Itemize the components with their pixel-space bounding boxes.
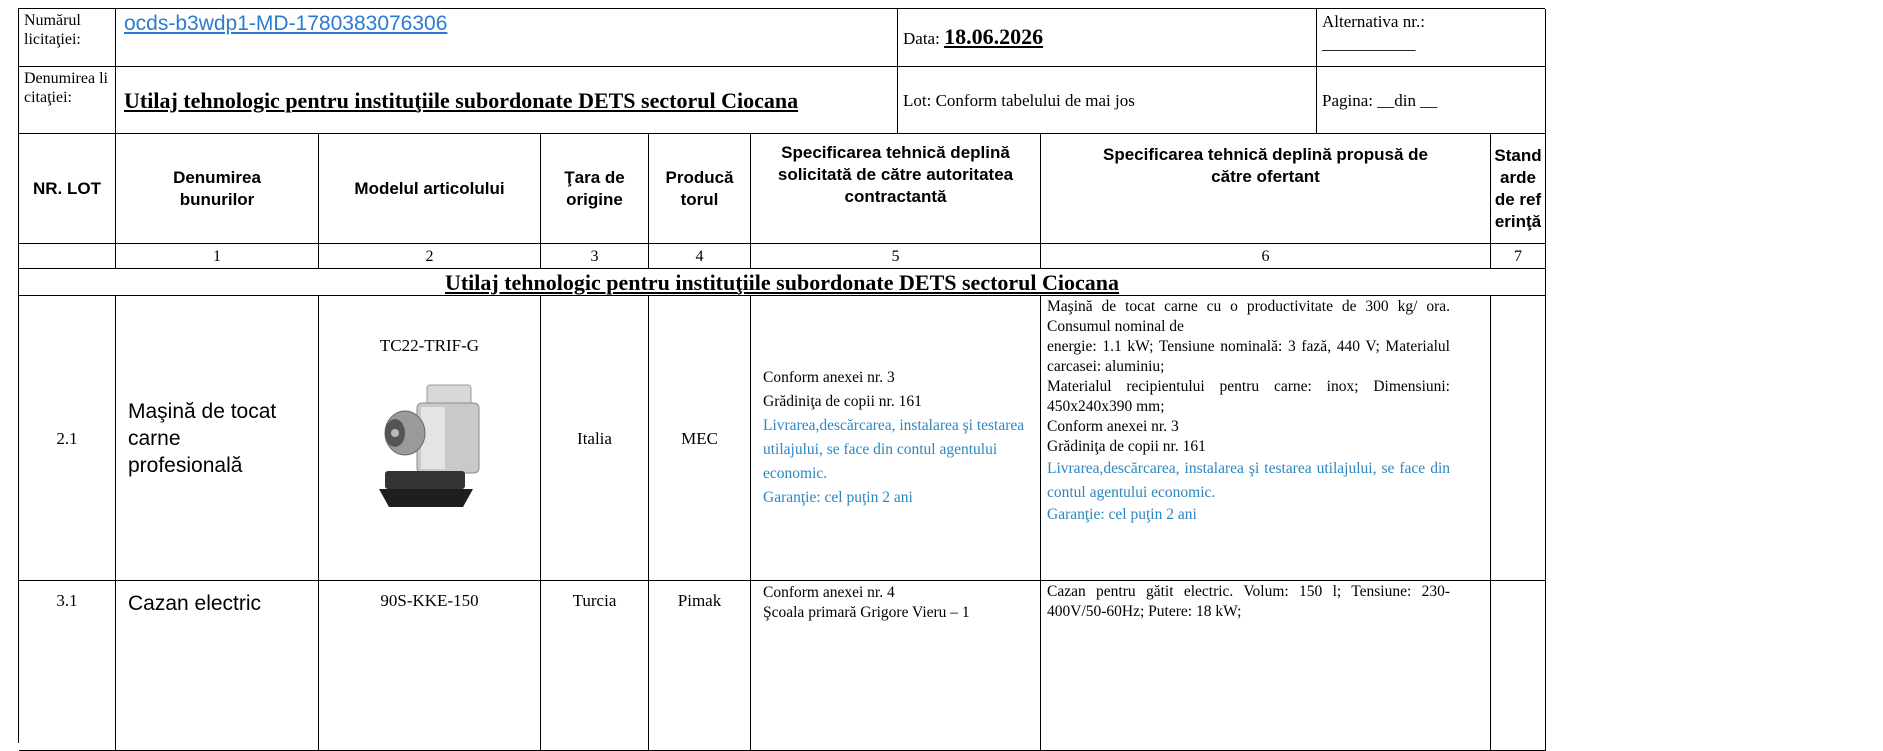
model-cell: TC22-TRIF-G <box>319 296 541 581</box>
requested-spec: Conform anexei nr. 3 Grădiniţa de copii … <box>751 296 1041 581</box>
column-header: Ţara de origine <box>541 134 649 244</box>
lot-info: Lot: Conform tabelului de mai jos <box>898 67 1317 134</box>
column-number: 6 <box>1041 244 1491 269</box>
producer: MEC <box>649 296 751 581</box>
column-header: Producătorul <box>649 134 751 244</box>
page-text: Pagina: __din __ <box>1322 90 1438 110</box>
alternative-label: Alternativa nr.: <box>1322 12 1425 31</box>
lot-number: 3.1 <box>19 581 116 751</box>
item-name: Maşină de tocat carne profesională <box>116 296 319 581</box>
offered-spec: Maşină de tocat carne cu o productivitat… <box>1041 296 1491 581</box>
requested-spec: Conform anexei nr. 4 Şcoala primară Grig… <box>751 581 1041 751</box>
column-number: 5 <box>751 244 1041 269</box>
tender-number-cell: ocds-b3wdp1-MD-1780383076306 <box>116 9 898 67</box>
spec-line: Conform anexei nr. 3 <box>763 369 895 386</box>
item-name-text: Maşină de tocat carne profesională <box>128 399 277 477</box>
spec-note: Livrarea,descărcarea, instalarea şi test… <box>763 417 1025 482</box>
model: TC22-TRIF-G <box>379 336 480 355</box>
alternative-cell: Alternativa nr.: ___________ <box>1317 9 1546 67</box>
tender-name-cell: Utilaj tehnologic pentru instituţiile su… <box>116 67 898 134</box>
offered-spec: Cazan pentru gătit electric. Volum: 150 … <box>1041 581 1491 751</box>
tender-name: Utilaj tehnologic pentru instituţiile su… <box>124 87 799 113</box>
spec-note: Garanţie: cel puţin 2 ani <box>763 489 913 506</box>
producer: Pimak <box>649 581 751 751</box>
tender-name-label: Denumirea licitaţiei: <box>19 67 116 134</box>
item-name: Cazan electric <box>116 581 319 751</box>
date-label: Data: <box>903 29 940 48</box>
date-cell: Data: 18.06.2026 <box>898 9 1317 67</box>
column-header: Specificarea tehnică deplină solicitată … <box>751 134 1041 244</box>
spec-line: energie: 1.1 kW; Tensiune nominală: 3 fa… <box>1047 338 1450 375</box>
spec-line: Şcoala primară Grigore Vieru – 1 <box>763 604 970 621</box>
date-line: Data: 18.06.2026 <box>903 24 1311 49</box>
country: Italia <box>541 296 649 581</box>
column-header: Denumirea bunurilor <box>116 134 319 244</box>
lot-number: 2.1 <box>19 296 116 581</box>
section-title: Utilaj tehnologic pentru instituţiile su… <box>19 269 1546 296</box>
number-cell <box>19 244 116 269</box>
column-header: Specificarea tehnică deplină propusă de … <box>1041 134 1491 244</box>
country: Turcia <box>541 581 649 751</box>
column-header: NR. LOT <box>19 134 116 244</box>
page-info: Pagina: __din __ <box>1317 67 1546 134</box>
date: 18.06.2026 <box>944 24 1044 49</box>
column-number: 2 <box>319 244 541 269</box>
standards-cell <box>1491 296 1546 581</box>
column-header: Standarde de referinţă <box>1491 134 1546 244</box>
standards-cell <box>1491 581 1546 751</box>
spec-line: Cazan pentru gătit electric. Volum: 150 … <box>1047 583 1450 620</box>
spec-line: Conform anexei nr. 4 <box>763 584 895 601</box>
spec-note: Garanţie: cel puţin 2 ani <box>1047 506 1197 523</box>
spec-line: Maşină de tocat carne cu o productivitat… <box>1047 298 1450 335</box>
model: 90S-KKE-150 <box>319 581 541 751</box>
column-header: Modelul articolului <box>319 134 541 244</box>
column-number: 3 <box>541 244 649 269</box>
column-number: 7 <box>1491 244 1546 269</box>
spec-line: Grădiniţa de copii nr. 161 <box>763 393 922 410</box>
alternative-blank: ___________ <box>1322 34 1416 53</box>
column-number: 4 <box>649 244 751 269</box>
spec-line: Grădiniţa de copii nr. 161 <box>1047 438 1206 455</box>
spec-line: Conform anexei nr. 3 <box>1047 418 1179 435</box>
document: Numărul licitaţiei: ocds-b3wdp1-MD-17803… <box>18 8 1546 751</box>
spec-line: Materialul recipientului pentru carne: i… <box>1047 378 1450 415</box>
tender-number-link[interactable]: ocds-b3wdp1-MD-1780383076306 <box>124 12 448 35</box>
product-image <box>378 384 479 507</box>
tender-number-label: Numărul licitaţiei: <box>19 9 116 67</box>
spec-note: Livrarea,descărcarea, instalarea şi test… <box>1047 460 1450 501</box>
lot-text: Lot: Conform tabelului de mai jos <box>903 90 1135 110</box>
column-number: 1 <box>116 244 319 269</box>
